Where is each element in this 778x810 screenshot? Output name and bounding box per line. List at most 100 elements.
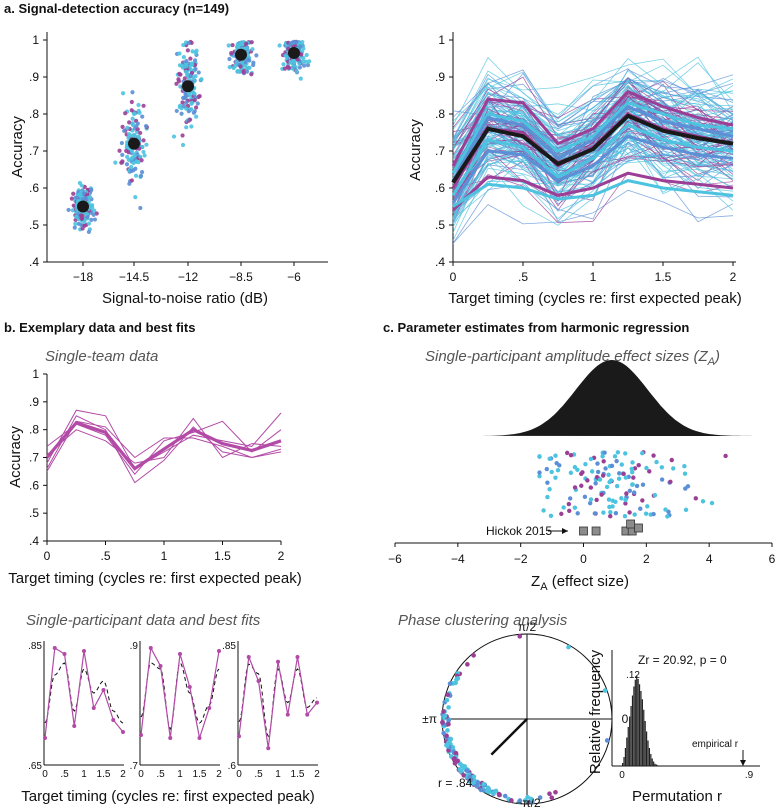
phase-point [450, 745, 456, 750]
phase-point [465, 662, 470, 667]
snr-point [284, 54, 289, 59]
timing-participant-line [452, 148, 734, 202]
amp-point [606, 472, 611, 478]
participant-data-point [207, 706, 212, 710]
timing-participant-line [452, 129, 734, 223]
amp-point [537, 454, 542, 459]
snr-point [227, 56, 232, 62]
snr-point [192, 98, 197, 103]
timing-team-line [451, 123, 734, 197]
amp-point [600, 473, 606, 478]
phase-point [442, 713, 448, 719]
snr-point [120, 152, 125, 157]
amp-point [537, 470, 542, 475]
perm-bar [626, 737, 628, 766]
snr-mean-dot [182, 80, 194, 93]
participant-data-line [140, 646, 220, 739]
participant-fit-curve [44, 662, 124, 724]
amp-point [593, 481, 598, 486]
phase-subtitle: Phase clustering analysis [398, 612, 568, 629]
snr-mean-dot [235, 48, 247, 61]
phase-point [446, 721, 451, 727]
timing-team-line [451, 134, 734, 204]
perm-ylabel: Relative frequency [587, 649, 604, 774]
snr-point [227, 64, 232, 70]
amp-point [541, 508, 546, 513]
amp-point [621, 471, 626, 476]
amp-point [630, 469, 635, 475]
amp-point [612, 454, 618, 459]
snr-point [244, 46, 249, 51]
snr-point [127, 120, 132, 125]
snr-point [179, 111, 184, 116]
snr-point [305, 63, 311, 68]
amp-point [700, 499, 706, 504]
snr-point [193, 50, 198, 56]
snr-point [304, 52, 309, 58]
snr-point [129, 133, 134, 138]
perm-bar [622, 763, 624, 766]
snr-xlabel: Signal-to-noise ratio (dB) [102, 290, 268, 307]
perm-bar [640, 691, 642, 766]
snr-point [187, 117, 193, 122]
amp-point [555, 468, 561, 473]
snr-xtick-label: −18 [73, 270, 94, 284]
amp-point [608, 510, 613, 515]
snr-point [251, 62, 256, 68]
team-member-line [46, 420, 282, 472]
amp-point [610, 504, 615, 509]
participant-xtick-label: 0 [138, 769, 144, 780]
perm-bar [651, 758, 653, 766]
snr-point [193, 66, 198, 72]
participant-data-point [315, 700, 319, 705]
participant-data-point [266, 746, 271, 751]
participant-ytick-label: .85 [28, 641, 42, 652]
amp-point [682, 463, 687, 469]
amp-point [619, 496, 624, 501]
amp-point [651, 453, 656, 458]
amp-point [608, 513, 613, 519]
snr-point [286, 65, 292, 70]
participant-charts: .65 .85 0 .5 1 1.5 2 .7 .9 0 .5 1 1.5 2 .6 .85 0 .5 1 1.5 2 [28, 641, 320, 780]
amp-point [709, 500, 715, 506]
amp-xtick-label: −4 [451, 552, 465, 566]
snr-point [144, 142, 149, 147]
snr-point [142, 153, 147, 158]
amp-point [582, 494, 588, 500]
snr-ylabel: Accuracy [9, 116, 26, 178]
snr-mean-dot [128, 137, 140, 150]
timing-ytick-label: .7 [435, 144, 445, 158]
phase-point [566, 644, 571, 650]
snr-point [186, 40, 191, 46]
phase-point [475, 780, 481, 785]
phase-point [517, 634, 523, 639]
participant-data-line [238, 654, 318, 749]
amp-point [659, 465, 665, 470]
amp-xtick-label: 4 [706, 552, 713, 566]
phase-point [502, 793, 508, 799]
snr-point [69, 196, 74, 201]
team-ylabel: Accuracy [7, 426, 24, 488]
amp-point [547, 486, 552, 492]
snr-point [119, 140, 124, 146]
snr-point [73, 221, 78, 226]
snr-point [226, 43, 231, 48]
team-ytick-label: .6 [29, 478, 39, 492]
phase-point [444, 742, 449, 748]
snr-point [183, 64, 189, 69]
snr-point [130, 116, 135, 121]
timing-ytick-label: .9 [435, 70, 445, 84]
amp-point [553, 453, 558, 458]
participant-data-point [285, 712, 290, 717]
participant-ytick-label: .7 [130, 761, 139, 772]
amp-point [654, 459, 659, 465]
amp-point [606, 497, 612, 502]
participant-data-point [43, 736, 47, 740]
team-member-line [46, 415, 282, 484]
amp-point [568, 452, 574, 458]
phase-point [471, 653, 476, 658]
perm-bar [633, 686, 635, 766]
phase-point [471, 774, 477, 779]
amp-point [588, 497, 594, 502]
snr-point [183, 69, 189, 74]
